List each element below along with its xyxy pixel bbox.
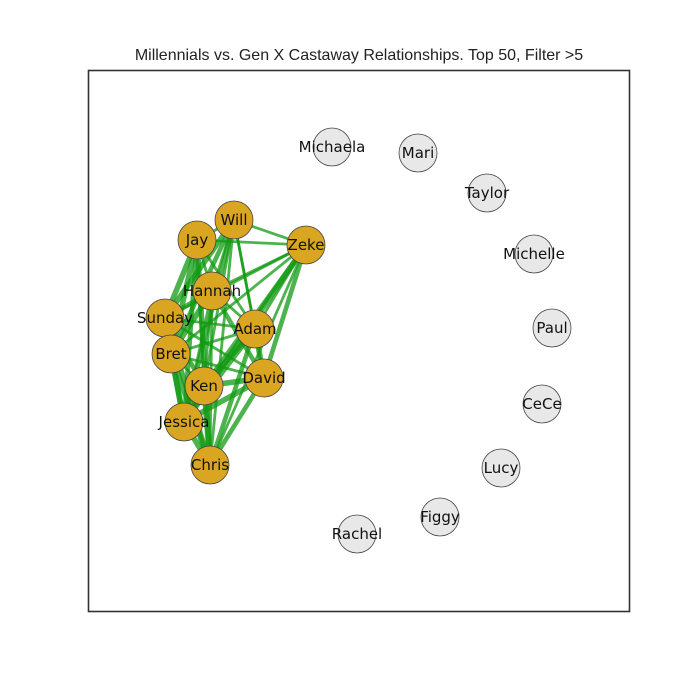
node-label: Jessica <box>158 413 210 431</box>
node-circle <box>151 334 191 374</box>
node-circle <box>398 133 438 173</box>
node-michelle: Michelle <box>503 234 565 274</box>
node-michaela: Michaela <box>299 127 366 167</box>
node-circle <box>312 127 352 167</box>
node-circle <box>184 366 224 406</box>
node-will: Will <box>214 200 254 240</box>
node-label: Hannah <box>183 282 241 300</box>
node-label: Sunday <box>137 309 193 327</box>
node-taylor: Taylor <box>464 173 510 213</box>
node-label: Bret <box>155 345 186 363</box>
node-label: Lucy <box>484 459 519 477</box>
node-label: Taylor <box>464 184 510 202</box>
node-label: Michelle <box>503 245 565 263</box>
node-circle <box>420 497 460 537</box>
node-rachel: Rachel <box>332 514 382 554</box>
node-circle <box>532 308 572 348</box>
node-zeke: Zeke <box>286 225 326 265</box>
node-circle <box>177 220 217 260</box>
node-label: Zeke <box>288 236 325 254</box>
node-circle <box>522 384 562 424</box>
node-label: CeCe <box>522 395 561 413</box>
node-label: Adam <box>233 320 276 338</box>
node-circle <box>190 445 230 485</box>
node-circle <box>192 271 232 311</box>
node-hannah: Hannah <box>183 271 241 311</box>
node-label: Figgy <box>420 508 460 526</box>
edge-zeke-david <box>261 242 309 381</box>
node-circle <box>164 402 204 442</box>
node-label: Jay <box>185 231 209 249</box>
node-circle <box>214 200 254 240</box>
node-paul: Paul <box>532 308 572 348</box>
node-layer: Michaela Mari Taylor Michelle Paul CeCe Lucy Fi… <box>137 127 572 554</box>
node-label: Paul <box>536 319 567 337</box>
node-label: David <box>242 369 285 387</box>
node-mari: Mari <box>398 133 438 173</box>
node-circle <box>467 173 507 213</box>
node-label: Michaela <box>299 138 366 156</box>
node-jay: Jay <box>177 220 217 260</box>
node-label: Mari <box>402 144 434 162</box>
node-label: Will <box>220 211 247 229</box>
node-lucy: Lucy <box>481 448 521 488</box>
node-cece: CeCe <box>522 384 562 424</box>
node-ken: Ken <box>184 366 224 406</box>
node-circle <box>244 358 284 398</box>
node-circle <box>235 309 275 349</box>
node-sunday: Sunday <box>137 298 193 338</box>
node-figgy: Figgy <box>420 497 460 537</box>
node-label: Rachel <box>332 525 382 543</box>
graph-title: Millennials vs. Gen X Castaway Relations… <box>134 47 584 64</box>
node-david: David <box>242 358 286 398</box>
node-label: Ken <box>190 377 218 395</box>
node-label: Chris <box>191 456 229 474</box>
node-circle <box>286 225 326 265</box>
plot-frame <box>87 69 631 613</box>
edge-will-chris <box>208 218 236 467</box>
node-chris: Chris <box>190 445 230 485</box>
node-circle <box>514 234 554 274</box>
node-jessica: Jessica <box>158 402 210 442</box>
node-circle <box>337 514 377 554</box>
node-circle <box>481 448 521 488</box>
node-bret: Bret <box>151 334 191 374</box>
node-adam: Adam <box>233 309 277 349</box>
